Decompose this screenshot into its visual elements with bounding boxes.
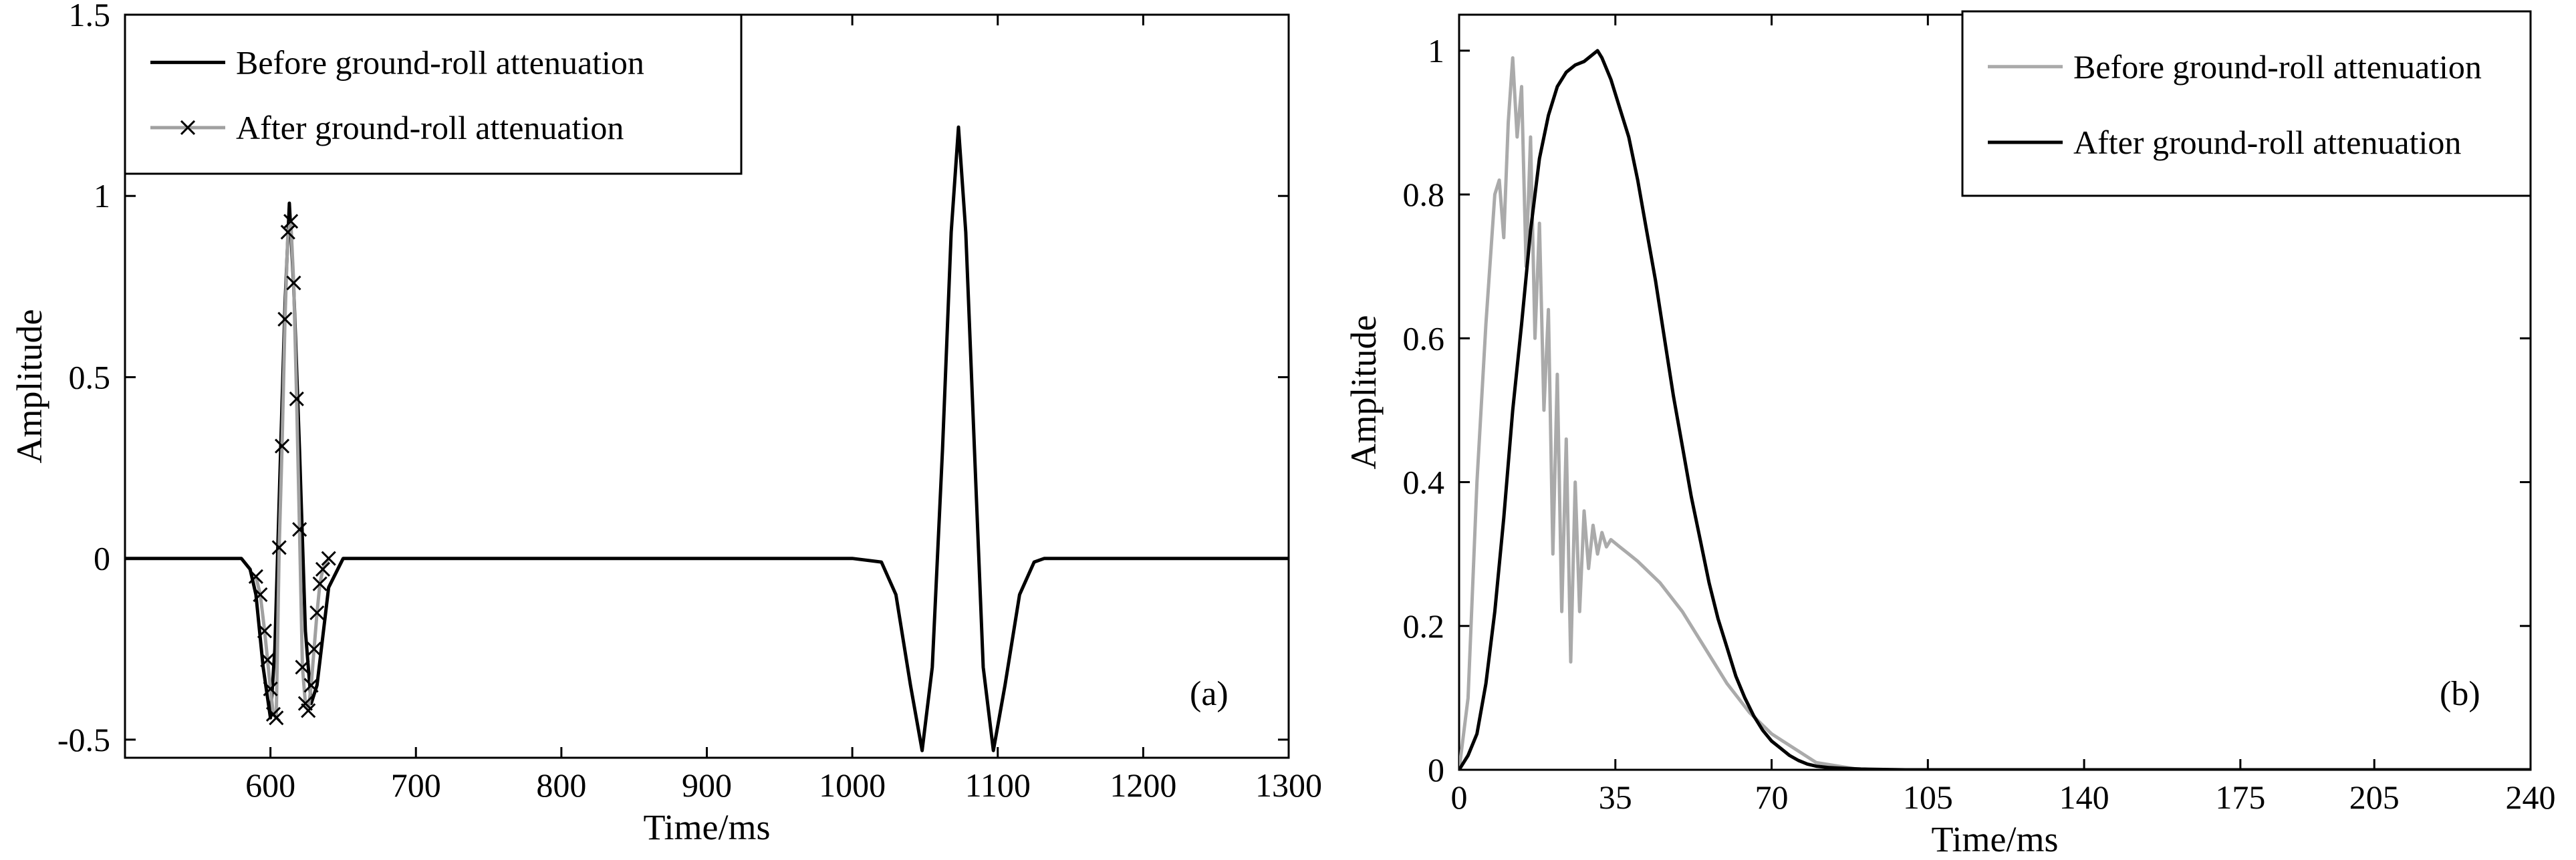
x-tick-label: 70 [1755,778,1789,816]
legend-label: After ground-roll attenuation [236,109,624,146]
y-tick-label: 0.2 [1403,607,1445,645]
x-tick-label: 1300 [1255,766,1322,804]
legend-label: After ground-roll attenuation [2073,124,2461,161]
y-tick-label: 1.5 [69,0,111,33]
series-point [303,678,319,693]
series-point [271,540,287,555]
x-tick-label: 35 [1599,778,1632,816]
series-point [274,438,290,454]
x-tick-label: 600 [245,766,295,804]
x-tick-label: 700 [391,766,441,804]
legend-label: Before ground-roll attenuation [2073,48,2482,86]
legend: Before ground-roll attenuation After grou… [1961,10,2532,197]
series-line-1 [254,219,330,720]
y-tick-label: 0.5 [69,358,111,396]
x-tick-label: 1200 [1110,766,1176,804]
x-tick-label: 0 [1451,778,1468,816]
y-tick-label: 0.8 [1403,176,1445,213]
series-point [289,391,304,407]
series-point [286,275,301,291]
y-tick-label: 1 [94,177,110,214]
series-point [253,587,268,602]
y-axis-label: Amplitude [1343,315,1384,470]
y-tick-label: 0.4 [1403,464,1445,501]
y-tick-label: 1 [1428,32,1444,69]
legend-label: Before ground-roll attenuation [236,43,644,81]
x-tick-label: 205 [2349,778,2400,816]
series-point [312,576,328,591]
x-tick-label: 800 [536,766,586,804]
series-point [292,522,307,537]
series-point [309,605,325,621]
series-point [295,660,310,675]
y-tick-label: -0.5 [57,721,110,758]
panel-label: (b) [2440,675,2480,713]
series-point [306,641,321,657]
series-point [315,561,331,577]
y-tick-label: 0 [1428,751,1444,789]
legend-box [124,13,743,175]
x-tick-label: 900 [682,766,732,804]
legend: Before ground-roll attenuation After grou… [124,13,743,175]
series-point [321,551,336,566]
legend-box [1961,10,2532,197]
series-point [280,225,295,240]
series-point [260,652,275,668]
series-line-0 [1459,56,1861,770]
chart-panel-b: 0 35 70 105 140 175 205 240 0 0.2 0.4 0.6 0.8 1 Time/m… [1343,10,2556,859]
chart-panel-a: 600 700 800 900 1000 1100 1200 1300 -0.5 0 0.5 1 1.5… [9,0,1322,847]
series-point [269,710,284,726]
x-tick-label: 105 [1903,778,1953,816]
x-tick-label: 140 [2059,778,2109,816]
series-line-0 [125,125,1289,752]
x-axis-label: Time/ms [1931,819,2058,859]
x-tick-label: 240 [2506,778,2556,816]
y-axis-label: Amplitude [9,309,49,464]
series-point [283,214,299,229]
series-point [257,623,272,639]
series-point [248,569,263,584]
x-axis-label: Time/ms [643,807,770,847]
x-tick-label: 175 [2215,778,2265,816]
panel-label: (a) [1190,675,1229,713]
series-point [277,311,293,327]
series-line-1 [1459,49,2531,770]
x-tick-label: 1100 [965,766,1031,804]
y-tick-label: 0 [94,540,110,577]
x-tick-label: 1000 [819,766,886,804]
series-point [263,681,278,696]
y-tick-label: 0.6 [1403,319,1445,357]
series-point [301,703,316,718]
